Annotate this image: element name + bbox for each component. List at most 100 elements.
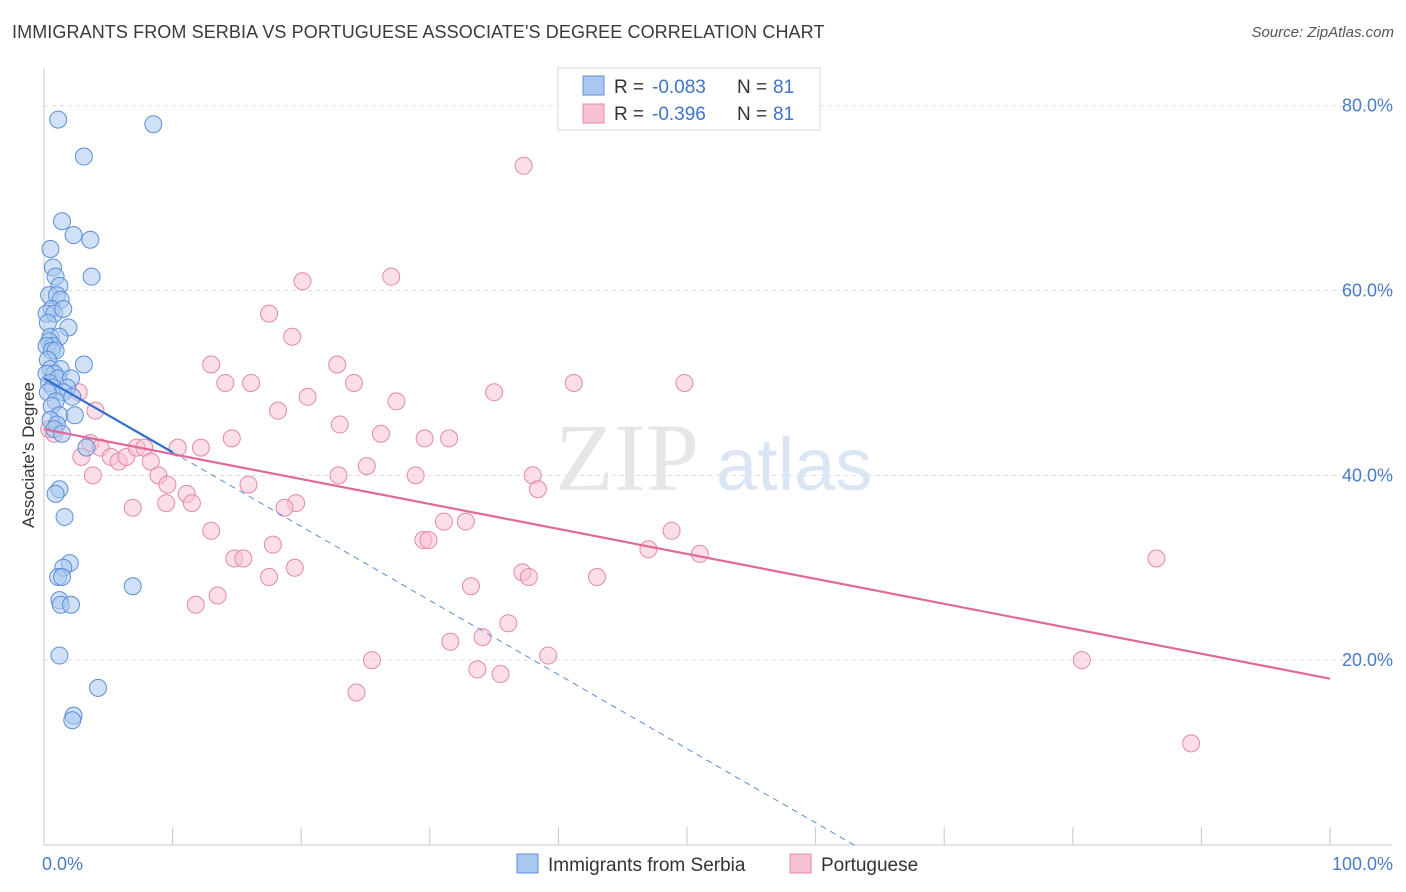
portuguese-point	[202, 355, 221, 374]
portuguese-point	[234, 549, 253, 568]
portuguese-point	[216, 373, 235, 392]
portuguese-point	[461, 577, 480, 596]
portuguese-trendline	[43, 428, 1331, 680]
serbia-point	[65, 406, 84, 425]
grid-layer	[44, 105, 1392, 661]
portuguese-point	[1182, 734, 1201, 753]
legend-n-value-serbia: 81	[773, 77, 794, 98]
legend-n-label-portuguese: N =	[737, 104, 767, 125]
serbia-point	[41, 239, 60, 258]
legend-r-value-serbia: -0.083	[652, 77, 706, 98]
watermark-atlas: atlas	[716, 423, 872, 506]
serbia-point	[144, 115, 163, 134]
x-tick-label: 0.0%	[42, 854, 83, 874]
portuguese-point	[371, 424, 390, 443]
portuguese-point	[123, 498, 142, 517]
bottom-legend-label-portuguese: Portuguese	[821, 855, 918, 876]
bottom-legend-swatch-serbia	[516, 853, 539, 874]
portuguese-point	[639, 540, 658, 559]
portuguese-point	[328, 355, 347, 374]
portuguese-point	[222, 429, 241, 448]
portuguese-point	[485, 383, 504, 402]
portuguese-point	[202, 521, 221, 540]
serbia-points	[37, 110, 163, 730]
bottom-legend-swatch-portuguese	[789, 853, 812, 874]
bottom-legend-label-serbia: Immigrants from Serbia	[548, 855, 746, 876]
watermark-zip: ZIP	[555, 404, 699, 511]
portuguese-point	[539, 646, 558, 665]
y-axis-label: Associate's Degree	[19, 382, 38, 528]
portuguese-point	[499, 614, 518, 633]
portuguese-point	[330, 415, 349, 434]
serbia-point	[123, 577, 142, 596]
portuguese-point	[1147, 549, 1166, 568]
portuguese-point	[415, 429, 434, 448]
portuguese-point	[157, 494, 176, 513]
y-tick-label: 80.0%	[1342, 96, 1393, 116]
portuguese-point	[587, 568, 606, 587]
portuguese-point	[491, 665, 510, 684]
portuguese-point	[263, 535, 282, 554]
portuguese-point	[141, 452, 160, 471]
portuguese-point	[514, 156, 533, 175]
portuguese-point	[83, 466, 102, 485]
chart-title: IMMIGRANTS FROM SERBIA VS PORTUGUESE ASS…	[12, 22, 825, 42]
portuguese-point	[158, 475, 177, 494]
legend-r-label-portuguese: R =	[614, 104, 644, 125]
portuguese-point	[293, 272, 312, 291]
serbia-point	[82, 267, 101, 286]
serbia-point	[54, 300, 73, 319]
source-label: Source: ZipAtlas.com	[1251, 24, 1394, 41]
portuguese-point	[285, 558, 304, 577]
portuguese-point	[269, 401, 288, 420]
legend-n-label-serbia: N =	[737, 77, 767, 98]
portuguese-point	[298, 387, 317, 406]
portuguese-point	[357, 457, 376, 476]
serbia-point	[77, 438, 96, 457]
portuguese-point	[242, 373, 261, 392]
legend-r-label-serbia: R =	[614, 77, 644, 98]
legend-r-value-portuguese: -0.396	[652, 104, 706, 125]
portuguese-point	[519, 568, 538, 587]
portuguese-point	[347, 683, 366, 702]
serbia-point	[53, 212, 72, 231]
serbia-point	[49, 110, 68, 129]
y-tick-label: 40.0%	[1342, 465, 1393, 485]
portuguese-point	[1072, 651, 1091, 670]
portuguese-point	[675, 373, 694, 392]
portuguese-points	[40, 156, 1201, 753]
serbia-point	[64, 226, 83, 245]
correlation-legend: R = -0.083 N = 81 R = -0.396 N = 81	[557, 67, 821, 131]
portuguese-point	[406, 466, 425, 485]
serbia-point	[53, 568, 72, 587]
portuguese-point	[387, 392, 406, 411]
serbia-point	[63, 711, 82, 730]
portuguese-point	[283, 327, 302, 346]
portuguese-point	[329, 466, 348, 485]
serbia-trendline-extension	[172, 451, 855, 846]
y-tick-label: 20.0%	[1342, 650, 1393, 670]
trend-layer	[43, 377, 1331, 846]
legend-n-value-portuguese: 81	[773, 104, 794, 125]
serbia-point	[55, 507, 74, 526]
portuguese-point	[440, 429, 459, 448]
portuguese-point	[564, 373, 583, 392]
portuguese-point	[186, 595, 205, 614]
series-legend: Immigrants from Serbia Portuguese	[516, 853, 918, 876]
serbia-point	[74, 355, 93, 374]
y-tick-label: 60.0%	[1342, 281, 1393, 301]
portuguese-point	[473, 628, 492, 647]
portuguese-point	[182, 494, 201, 513]
portuguese-point	[344, 373, 363, 392]
portuguese-point	[275, 498, 294, 517]
portuguese-point	[441, 632, 460, 651]
x-tick-label: 100.0%	[1332, 854, 1393, 874]
portuguese-point	[362, 651, 381, 670]
legend-swatch-serbia	[582, 75, 605, 96]
portuguese-point	[662, 521, 681, 540]
serbia-point	[50, 646, 69, 665]
portuguese-point	[434, 512, 453, 531]
serbia-point	[46, 484, 65, 503]
serbia-point	[62, 595, 81, 614]
